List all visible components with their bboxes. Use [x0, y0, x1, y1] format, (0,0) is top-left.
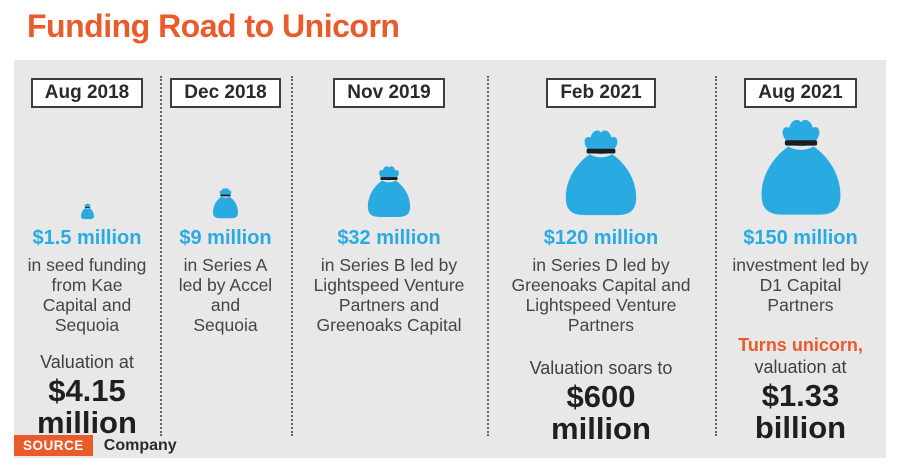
round-description: investment led by D1 Capital Partners	[732, 255, 869, 315]
money-bag-icon	[565, 130, 637, 216]
valuation-block: Valuation at $4.15 million	[25, 351, 150, 439]
funding-column-feb-2021: Feb 2021 $120 million in Series D led by…	[487, 60, 715, 458]
valuation-value: $600 million	[551, 379, 651, 446]
money-bag-icon	[80, 203, 94, 220]
column-divider	[160, 76, 162, 436]
date-badge: Feb 2021	[546, 78, 656, 108]
money-bag-icon	[367, 166, 411, 217]
money-bag-area	[365, 108, 413, 220]
funding-column-aug-2021: Aug 2021 $150 million investment led by …	[715, 60, 886, 458]
round-description: in Series B led by Lightspeed Venture Pa…	[313, 255, 465, 335]
round-amount: $1.5 million	[32, 227, 142, 249]
funding-column-aug-2018: Aug 2018 $1.5 million in seed funding fr…	[14, 60, 160, 458]
infographic-panel: Aug 2018 $1.5 million in seed funding fr…	[14, 60, 886, 458]
valuation-value: $1.33 billion	[754, 378, 847, 445]
money-bag-icon	[761, 119, 840, 215]
date-badge: Aug 2018	[30, 78, 144, 108]
valuation-block: Turns unicorn, valuation at $1.33 billio…	[738, 335, 863, 444]
column-divider	[487, 76, 489, 436]
column-divider	[715, 76, 717, 436]
date-badge: Dec 2018	[170, 78, 281, 108]
source-row: SOURCE Company	[14, 435, 177, 456]
valuation-label: valuation at	[754, 357, 847, 377]
valuation-value: $4.15 million	[37, 373, 137, 440]
date-badge: Aug 2021	[744, 78, 857, 108]
round-amount: $9 million	[179, 227, 272, 249]
round-amount: $150 million	[743, 227, 858, 249]
round-description: in Series A led by Accel and Sequoia	[178, 255, 273, 335]
source-badge: SOURCE	[14, 435, 93, 456]
money-bag-area	[561, 108, 641, 220]
funding-column-dec-2018: Dec 2018 $9 million in Series A led by A…	[160, 60, 291, 458]
funding-column-nov-2019: Nov 2019 $32 million in Series B led by …	[291, 60, 487, 458]
round-description: in seed funding from Kae Capital and Seq…	[27, 255, 147, 335]
page-title: Funding Road to Unicorn	[27, 8, 400, 44]
round-amount: $120 million	[543, 227, 659, 249]
round-amount: $32 million	[337, 227, 441, 249]
money-bag-icon	[212, 188, 239, 219]
column-divider	[291, 76, 293, 436]
source-value: Company	[103, 436, 177, 454]
valuation-block: Valuation soars to $600 million	[530, 357, 673, 445]
timeline-columns: Aug 2018 $1.5 million in seed funding fr…	[14, 60, 886, 458]
valuation-label: Valuation at	[40, 352, 134, 372]
money-bag-area	[211, 108, 240, 220]
money-bag-area	[756, 108, 846, 220]
date-badge: Nov 2019	[333, 78, 445, 108]
round-description: in Series D led by Greenoaks Capital and…	[511, 255, 691, 335]
valuation-label: Valuation soars to	[529, 358, 673, 378]
unicorn-note: Turns unicorn,	[738, 335, 863, 355]
money-bag-area	[80, 108, 95, 220]
